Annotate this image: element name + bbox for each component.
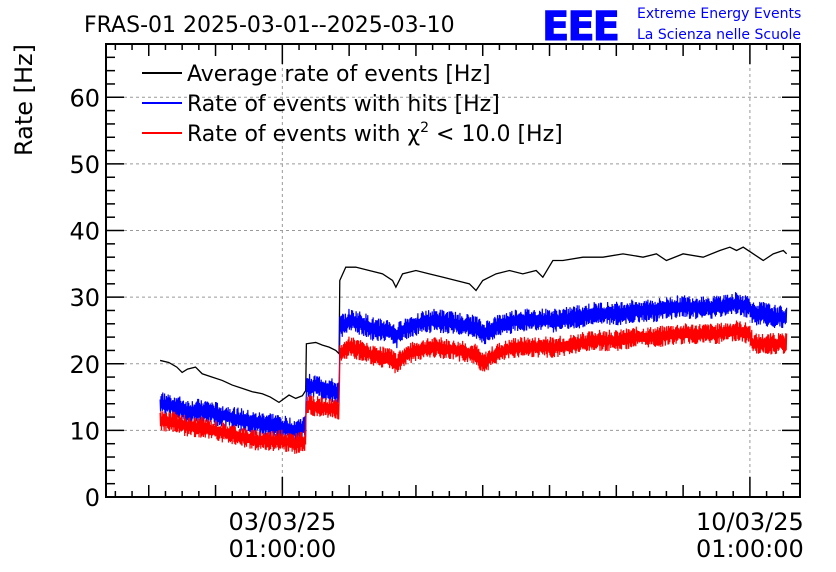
y-axis-label: Rate [Hz] xyxy=(10,44,38,156)
eee-logo-letters: EEE xyxy=(542,4,618,50)
legend-chi2-pre: Rate of events with χ xyxy=(187,122,420,147)
series-line-0 xyxy=(159,246,788,404)
series-line-1 xyxy=(159,292,788,441)
legend-chi2-post: < 10.0 [Hz] xyxy=(429,122,563,147)
legend-entry-hits: Rate of events with hits [Hz] xyxy=(187,92,500,117)
y-tick-label-30: 30 xyxy=(69,284,100,312)
eee-logo-line2: La Scienza nelle Scuole xyxy=(637,27,801,43)
tick-labels: 010203040506003/03/2501:00:0010/03/2501:… xyxy=(69,84,803,563)
x-tick-time-0: 01:00:00 xyxy=(228,535,336,563)
eee-logo-line1: Extreme Energy Events xyxy=(637,6,801,22)
legend: Average rate of events [Hz] Rate of even… xyxy=(142,62,563,147)
chart-title: FRAS-01 2025-03-01--2025-03-10 xyxy=(84,13,455,38)
x-tick-time-1: 01:00:00 xyxy=(696,535,804,563)
y-tick-label-60: 60 xyxy=(69,84,100,112)
y-tick-label-20: 20 xyxy=(69,351,100,379)
y-tick-label-0: 0 xyxy=(85,484,100,512)
series-line-2 xyxy=(159,320,788,454)
legend-entry-average: Average rate of events [Hz] xyxy=(187,62,491,87)
axes xyxy=(105,43,801,498)
y-tick-label-10: 10 xyxy=(69,417,100,445)
eee-logo: EEE Extreme Energy Events La Scienza nel… xyxy=(542,4,802,51)
x-tick-date-1: 10/03/25 xyxy=(696,508,804,536)
legend-chi2-sup: 2 xyxy=(420,120,429,136)
y-tick-label-50: 50 xyxy=(69,151,100,179)
x-tick-date-0: 03/03/25 xyxy=(228,508,336,536)
legend-entry-chi2: Rate of events with χ2 < 10.0 [Hz] xyxy=(187,120,563,147)
y-tick-label-40: 40 xyxy=(69,218,100,246)
data-series xyxy=(159,246,788,454)
